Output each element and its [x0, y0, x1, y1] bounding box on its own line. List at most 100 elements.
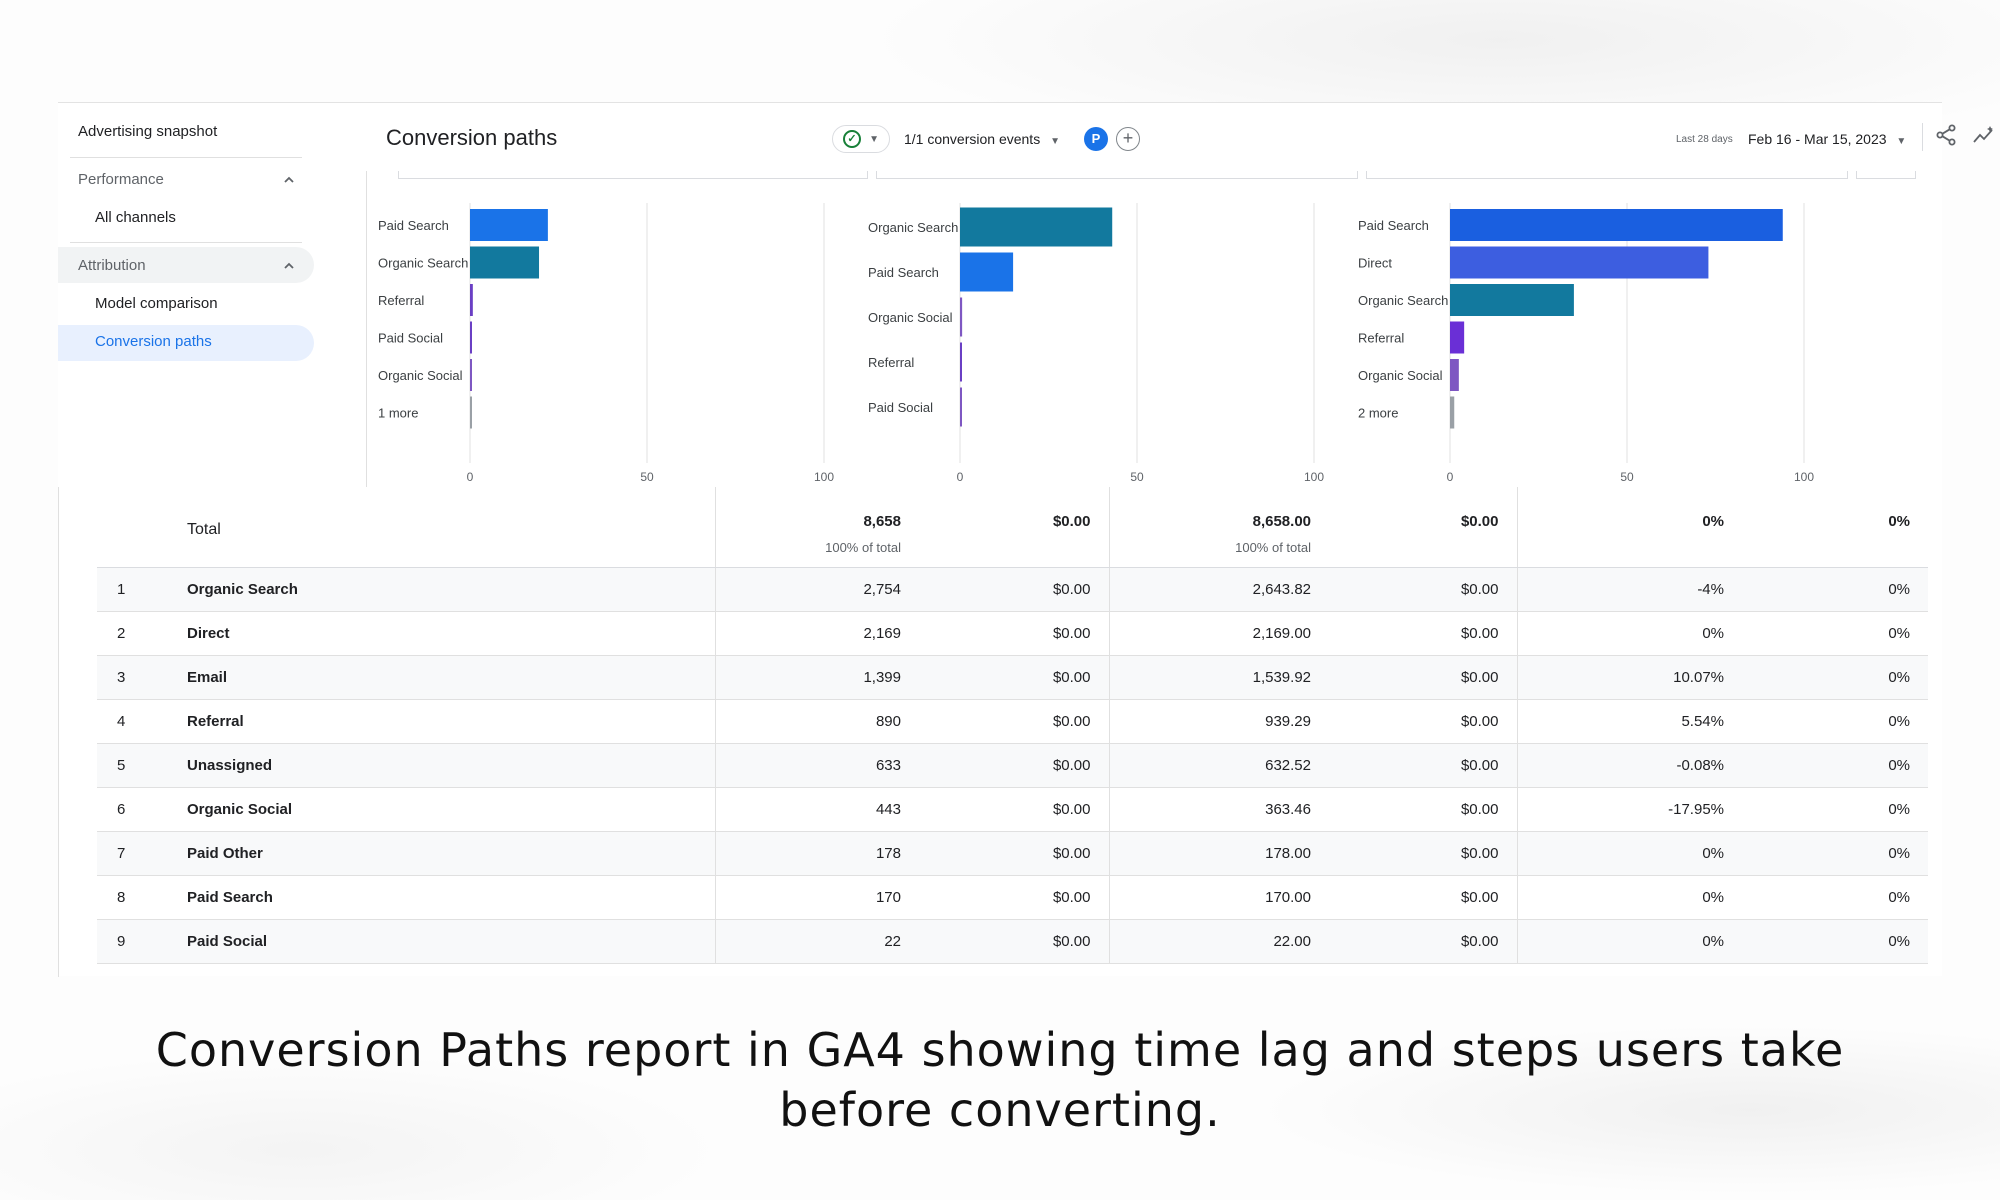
chevron-up-icon[interactable] — [282, 259, 296, 273]
comparison-revenue-cell: $0.00 — [1329, 743, 1517, 788]
divider — [1922, 123, 1923, 151]
comparison-revenue-cell: $0.00 — [1329, 655, 1517, 700]
conversions-cell: 890 — [714, 699, 919, 744]
total-value: 8,658.00 — [1252, 513, 1311, 530]
category-label: Organic Search — [1358, 293, 1448, 308]
chevron-up-icon[interactable] — [282, 173, 296, 187]
bar — [1450, 209, 1783, 241]
revenue-change-cell: 0% — [1742, 611, 1928, 656]
report-status-dropdown[interactable]: ✓ ▼ — [832, 125, 890, 153]
page-title: Conversion paths — [386, 125, 558, 150]
sidebar-item-advertising-snapshot[interactable]: Advertising snapshot — [78, 123, 217, 140]
table-row[interactable]: 7 Paid Other 178 $0.00 178.00 $0.00 0% 0% — [97, 831, 1928, 876]
x-tick-label: 50 — [1130, 470, 1144, 484]
row-index-cell: 4 — [97, 699, 187, 744]
comparison-avatar[interactable]: P — [1084, 127, 1108, 151]
caret-down-icon: ▼ — [1896, 136, 1907, 147]
channel-cell: Paid Search — [187, 875, 715, 920]
x-tick-label: 0 — [1447, 470, 1454, 484]
total-index-cell — [97, 487, 187, 568]
x-tick-label: 0 — [957, 470, 964, 484]
x-tick-label: 0 — [467, 470, 474, 484]
date-range-label: Last 28 days — [1676, 134, 1733, 145]
category-label: 1 more — [378, 406, 418, 421]
comparison-conversions-cell: 632.52 — [1108, 743, 1329, 788]
total-value: 0% — [1702, 513, 1724, 530]
conversions-cell: 2,169 — [714, 611, 919, 656]
table-row[interactable]: 4 Referral 890 $0.00 939.29 $0.00 5.54% 0% — [97, 699, 1928, 744]
bar — [1450, 284, 1574, 316]
x-tick-label: 100 — [1304, 470, 1324, 484]
table-row[interactable]: 2 Direct 2,169 $0.00 2,169.00 $0.00 0% 0% — [97, 611, 1928, 656]
revenue-cell: $0.00 — [919, 699, 1109, 744]
bar — [1450, 359, 1459, 391]
revenue-cell: $0.00 — [919, 655, 1109, 700]
total-percent: 100% of total — [1235, 540, 1311, 555]
table-row[interactable]: 8 Paid Search 170 $0.00 170.00 $0.00 0% 0% — [97, 875, 1928, 920]
table-row[interactable]: 9 Paid Social 22 $0.00 22.00 $0.00 0% 0% — [97, 919, 1928, 964]
total-value: 8,658 — [863, 513, 901, 530]
revenue-cell: $0.00 — [919, 919, 1109, 964]
revenue-cell: $0.00 — [919, 831, 1109, 876]
revenue-change-cell: 0% — [1742, 699, 1928, 744]
comparison-conversions-cell: 178.00 — [1108, 831, 1329, 876]
table-row[interactable]: 6 Organic Social 443 $0.00 363.46 $0.00 -17.95… — [97, 787, 1928, 832]
channel-cell: Referral — [187, 699, 715, 744]
bar — [960, 252, 1014, 292]
category-label: Paid Search — [868, 265, 939, 280]
comparison-conversions-cell: 2,643.82 — [1108, 567, 1329, 612]
conversions-change-cell: 0% — [1516, 919, 1742, 964]
caret-down-icon: ▼ — [869, 133, 879, 145]
conversions-change-cell: 0% — [1516, 875, 1742, 920]
sidebar-section-performance[interactable]: Performance — [78, 171, 164, 188]
comparison-conversions-cell: 2,169.00 — [1108, 611, 1329, 656]
revenue-change-cell: 0% — [1742, 567, 1928, 612]
comparison-revenue-cell: $0.00 — [1329, 611, 1517, 656]
conversions-cell: 443 — [714, 787, 919, 832]
revenue-change-cell: 0% — [1742, 875, 1928, 920]
conversions-change-cell: 0% — [1516, 611, 1742, 656]
total-value: $0.00 — [1460, 513, 1499, 530]
category-label: Paid Social — [378, 331, 443, 346]
row-index-cell: 9 — [97, 919, 187, 964]
comparison-revenue-cell: $0.00 — [1329, 875, 1517, 920]
conversions-change-cell: -0.08% — [1516, 743, 1742, 788]
category-label: Paid Social — [868, 400, 933, 415]
add-comparison-button[interactable]: + — [1116, 127, 1140, 151]
sidebar-item-label: Advertising snapshot — [78, 123, 218, 140]
chart-card-edge — [1366, 171, 1848, 179]
table-row[interactable]: 3 Email 1,399 $0.00 1,539.92 $0.00 10.07% 0% — [97, 655, 1928, 700]
total-value: $0.00 — [1052, 513, 1091, 530]
revenue-change-cell: 0% — [1742, 743, 1928, 788]
table-row[interactable]: 5 Unassigned 633 $0.00 632.52 $0.00 -0.08% 0% — [97, 743, 1928, 788]
conversion-events-selector[interactable]: 1/1 conversion events ▼ — [904, 131, 1060, 147]
bar — [470, 246, 540, 279]
sidebar-item-conversion-paths[interactable]: Conversion paths — [95, 333, 212, 350]
insights-icon[interactable] — [1972, 123, 1996, 147]
divider — [70, 242, 302, 243]
sidebar-section-attribution[interactable]: Attribution — [78, 257, 146, 274]
x-tick-label: 50 — [1620, 470, 1634, 484]
bar — [960, 387, 962, 427]
share-icon[interactable] — [1934, 123, 1958, 147]
comparison-conversions-cell: 170.00 — [1108, 875, 1329, 920]
table-row[interactable]: 1 Organic Search 2,754 $0.00 2,643.82 $0.00 -4… — [97, 567, 1928, 612]
comparison-conversions-cell: 22.00 — [1108, 919, 1329, 964]
check-circle-icon: ✓ — [843, 130, 862, 148]
date-range-picker[interactable]: Feb 16 - Mar 15, 2023 ▼ — [1748, 131, 1906, 147]
sidebar-item-all-channels[interactable]: All channels — [95, 209, 176, 226]
figure-caption: Conversion Paths report in GA4 showing t… — [155, 1023, 1845, 1137]
ga4-window: Advertising snapshot Performance All cha… — [58, 102, 1993, 977]
sidebar-item-label: Model comparison — [95, 295, 218, 312]
bar — [470, 321, 472, 354]
sidebar: Advertising snapshot Performance All cha… — [58, 103, 316, 487]
x-tick-label: 100 — [1794, 470, 1814, 484]
revenue-cell: $0.00 — [919, 743, 1109, 788]
channel-cell: Unassigned — [187, 743, 715, 788]
sidebar-item-model-comparison[interactable]: Model comparison — [95, 295, 218, 312]
caret-down-icon: ▼ — [1050, 136, 1060, 147]
conversions-cell: 170 — [714, 875, 919, 920]
conversions-cell: 22 — [714, 919, 919, 964]
total-cell: $0.00 — [1329, 487, 1517, 568]
date-range-value: Feb 16 - Mar 15, 2023 — [1748, 131, 1887, 147]
